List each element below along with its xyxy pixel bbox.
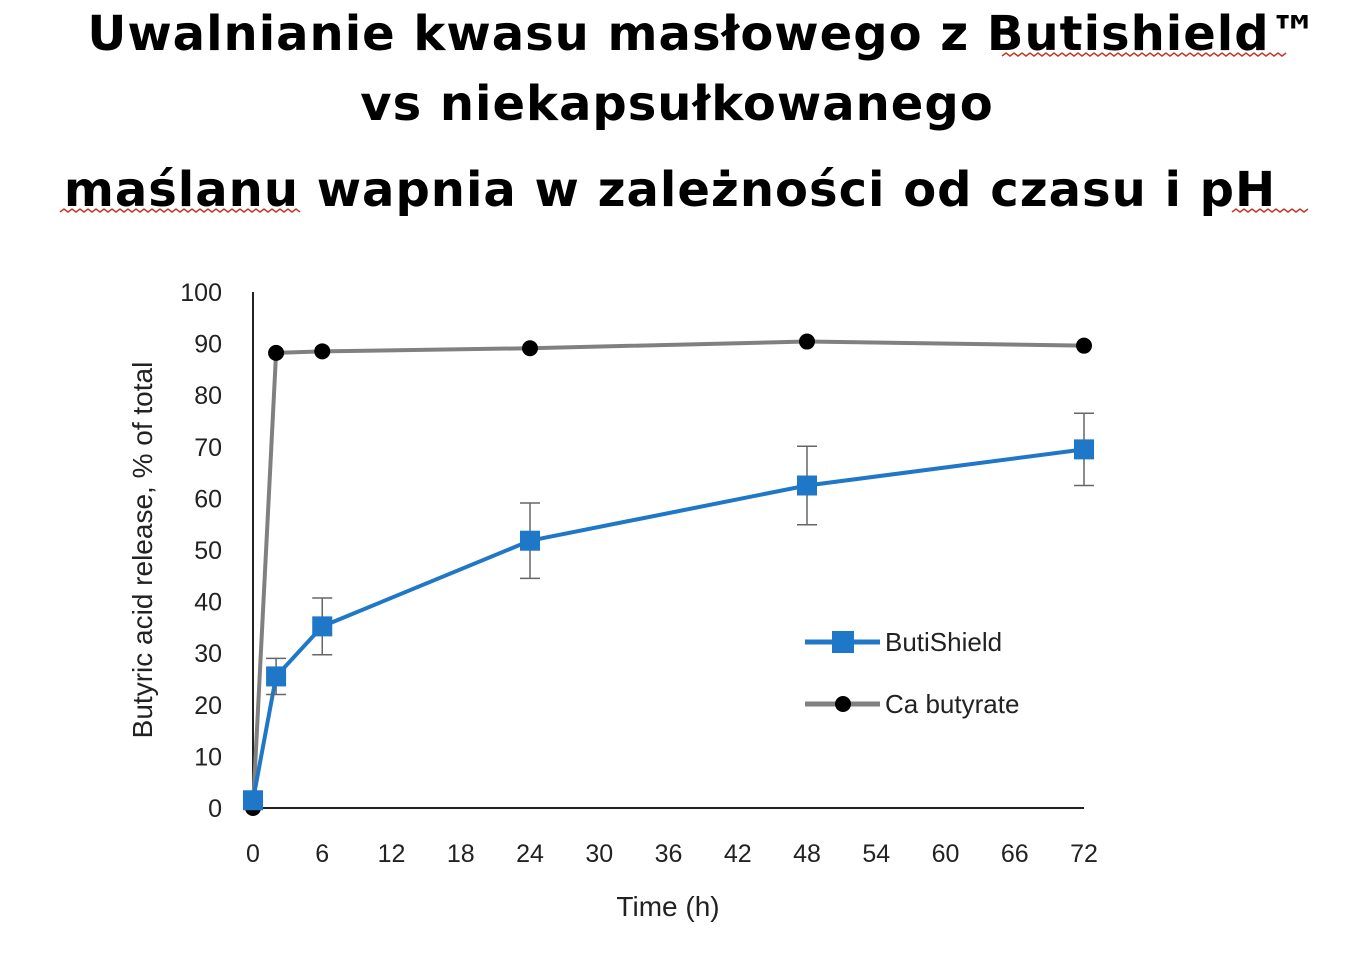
series-ca-butyrate (245, 333, 1092, 816)
legend: ButiShield Ca butyrate (805, 627, 1019, 719)
title-block: Uwalnianie kwasu masłowego z Butishield™… (0, 0, 1354, 240)
legend-item-butishield: ButiShield (805, 627, 1002, 657)
y-tick-label: 40 (194, 589, 222, 617)
data-point-square (312, 616, 333, 637)
spellcheck-underline-2 (59, 208, 301, 213)
series-line (251, 447, 1085, 801)
y-tick-label: 70 (194, 434, 222, 462)
x-tick-label: 66 (1001, 840, 1029, 868)
data-point-circle (799, 333, 815, 350)
x-tick-label: 72 (1070, 840, 1098, 868)
y-tick-label: 80 (194, 382, 222, 410)
chart-title-line-1: Uwalnianie kwasu masłowego z Butishield™ (87, 6, 1319, 62)
series-line (251, 339, 1085, 809)
x-tick-label: 48 (793, 840, 821, 868)
series-layer (243, 333, 1094, 816)
y-tick-label: 100 (180, 279, 222, 307)
legend-marker-circle (835, 696, 851, 712)
y-tick-label: 20 (194, 692, 222, 720)
data-point-circle (314, 343, 331, 360)
y-tick-label: 0 (208, 795, 222, 823)
chart-title-line-2: vs niekapsułkowanego (360, 76, 994, 132)
x-tick-label: 0 (246, 840, 260, 868)
spellcheck-underlines (59, 52, 1309, 213)
spellcheck-underline-3 (1231, 208, 1309, 213)
legend-item-ca-butyrate: Ca butyrate (805, 689, 1019, 719)
y-tick-label: 90 (194, 331, 222, 359)
x-tick-label: 18 (447, 840, 475, 868)
legend-marker-square (832, 631, 854, 653)
x-tick-label: 30 (585, 840, 613, 868)
y-tick-label: 30 (194, 640, 222, 668)
data-point-square (520, 530, 540, 551)
x-tick-label: 36 (655, 840, 683, 868)
x-tick-label: 12 (378, 840, 406, 868)
data-point-square (1074, 439, 1094, 460)
x-tick-labels: 0 6 12 18 24 30 36 42 48 54 60 66 72 (246, 840, 1098, 868)
y-tick-label: 60 (194, 485, 222, 513)
data-point-circle (268, 344, 285, 361)
data-point-square (266, 666, 287, 687)
x-tick-label: 54 (862, 840, 890, 868)
series-butishield (243, 412, 1094, 811)
x-axis-title: Time (h) (616, 891, 719, 922)
y-axis-title: Butyric acid release, % of total (127, 362, 158, 739)
legend-label: ButiShield (885, 627, 1002, 657)
x-tick-label: 24 (516, 840, 544, 868)
x-tick-label: 60 (932, 840, 960, 868)
y-tick-label: 50 (194, 537, 222, 565)
spellcheck-underline-1 (1001, 52, 1287, 57)
data-point-square (243, 790, 263, 811)
x-tick-label: 42 (724, 840, 752, 868)
y-tick-label: 10 (194, 743, 222, 771)
data-point-circle (1076, 337, 1092, 354)
axes (252, 292, 1084, 809)
x-tick-label: 6 (315, 840, 329, 868)
data-point-circle (522, 340, 538, 357)
chart-title-line-3: maślanu wapnia w zależności od czasu i p… (63, 162, 1277, 218)
y-tick-labels: 0 10 20 30 40 50 60 70 80 90 100 (180, 279, 222, 823)
legend-label: Ca butyrate (885, 689, 1019, 719)
data-point-square (797, 475, 817, 496)
